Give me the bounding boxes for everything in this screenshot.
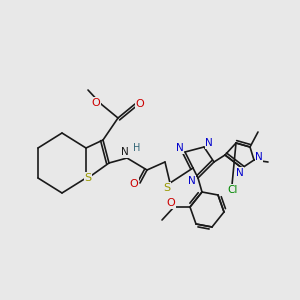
Text: S: S: [164, 183, 171, 193]
Text: S: S: [84, 173, 92, 183]
Text: O: O: [92, 98, 100, 108]
Text: O: O: [136, 99, 144, 109]
Text: N: N: [176, 143, 184, 153]
Text: H: H: [133, 143, 141, 153]
Text: N: N: [255, 152, 263, 162]
Text: N: N: [236, 168, 244, 178]
Text: N: N: [188, 176, 196, 186]
Text: N: N: [121, 147, 129, 157]
Text: O: O: [167, 198, 176, 208]
Text: N: N: [205, 138, 213, 148]
Text: Cl: Cl: [228, 185, 238, 195]
Text: O: O: [130, 179, 138, 189]
